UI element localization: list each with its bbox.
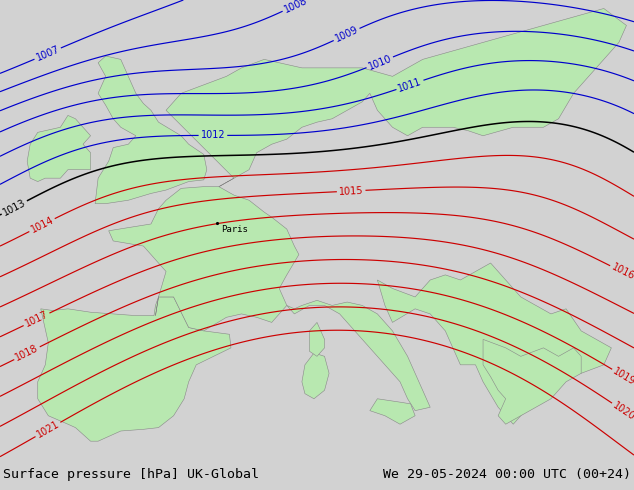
Polygon shape [377, 263, 611, 424]
Text: Surface pressure [hPa] UK-Global: Surface pressure [hPa] UK-Global [3, 467, 259, 481]
Text: 1010: 1010 [366, 53, 393, 72]
Text: 1015: 1015 [339, 185, 364, 196]
Text: 1017: 1017 [23, 310, 50, 329]
Text: We 29-05-2024 00:00 UTC (00+24): We 29-05-2024 00:00 UTC (00+24) [383, 467, 631, 481]
Text: 1021: 1021 [35, 419, 61, 440]
Polygon shape [370, 399, 415, 424]
Polygon shape [95, 56, 207, 204]
Text: 1014: 1014 [29, 215, 55, 235]
Text: Paris: Paris [221, 224, 248, 234]
Text: 1018: 1018 [14, 343, 40, 363]
Polygon shape [309, 322, 325, 356]
Text: 1007: 1007 [34, 44, 61, 63]
Text: 1011: 1011 [397, 76, 423, 94]
Polygon shape [27, 115, 91, 182]
Text: 1009: 1009 [333, 24, 360, 44]
Polygon shape [166, 8, 626, 187]
Text: 1013: 1013 [1, 197, 27, 218]
Text: 1012: 1012 [200, 130, 225, 141]
Text: 1008: 1008 [282, 0, 309, 15]
Polygon shape [287, 300, 430, 411]
Text: 1019: 1019 [611, 366, 634, 387]
Polygon shape [483, 340, 581, 424]
Text: 1016: 1016 [610, 262, 634, 282]
Polygon shape [108, 187, 299, 331]
Polygon shape [302, 353, 329, 399]
Text: 1020: 1020 [611, 400, 634, 422]
Polygon shape [38, 297, 231, 441]
